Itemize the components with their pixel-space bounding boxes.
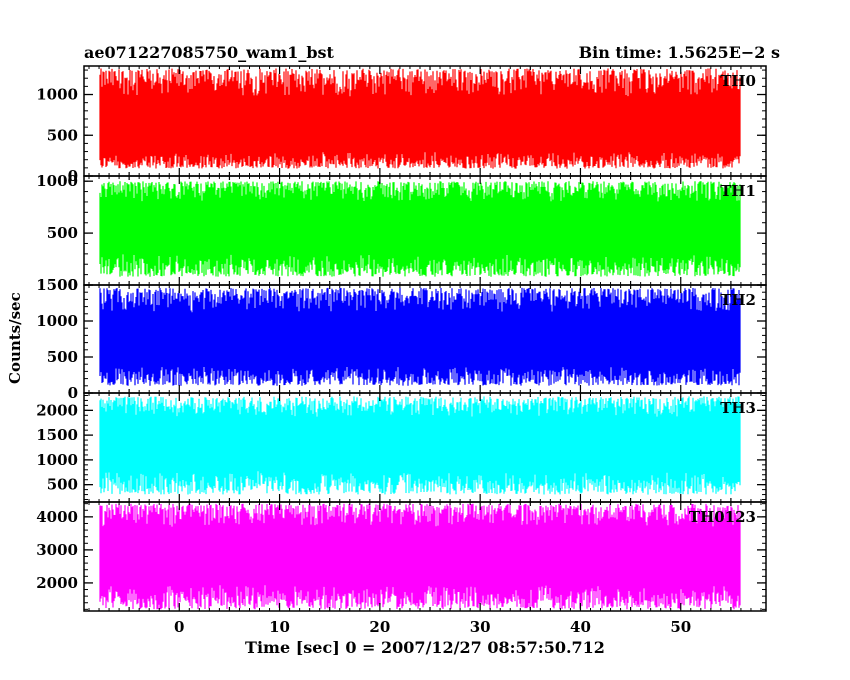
lightcurve-series-th1: [99, 181, 741, 277]
y-tick-label: 500: [47, 476, 78, 494]
lightcurve-series-th0123: [99, 503, 741, 610]
y-tick-label: 0: [68, 167, 78, 185]
y-tick-label: 0: [68, 276, 78, 294]
y-tick-label: 0: [68, 384, 78, 402]
y-tick-label: 3000: [36, 541, 78, 559]
y-tick-label: 1000: [36, 312, 78, 330]
lightcurve-series-th3: [99, 396, 741, 495]
y-tick-label: 500: [47, 224, 78, 242]
panel-label-th0: TH0: [720, 72, 756, 90]
y-tick-label: 4000: [36, 508, 78, 526]
y-tick-label: 2000: [36, 574, 78, 592]
chart-title-right: Bin time: 1.5625E−2 s: [578, 43, 780, 62]
chart-title-left: ae071227085750_wam1_bst: [84, 43, 334, 62]
x-tick-label: 40: [570, 618, 591, 636]
panel-label-th3: TH3: [720, 399, 756, 417]
x-tick-label: 30: [470, 618, 491, 636]
lightcurve-series-th0: [99, 68, 741, 169]
y-tick-label: 1000: [36, 451, 78, 469]
lightcurve-series-th2: [99, 287, 741, 386]
y-tick-label: 1000: [36, 172, 78, 190]
panel-label-th0123: TH0123: [689, 508, 756, 526]
x-tick-label: 0: [174, 618, 184, 636]
x-tick-label: 20: [369, 618, 390, 636]
y-tick-label: 1500: [36, 426, 78, 444]
x-axis-label: Time [sec] 0 = 2007/12/27 08:57:50.712: [245, 638, 605, 657]
y-tick-label: 1500: [36, 276, 78, 294]
y-tick-label: 2000: [36, 401, 78, 419]
y-tick-label: 500: [47, 348, 78, 366]
panel-label-th2: TH2: [720, 291, 756, 309]
x-tick-label: 50: [670, 618, 691, 636]
x-tick-label: 10: [269, 618, 290, 636]
y-tick-label: 1000: [36, 86, 78, 104]
panel-label-th1: TH1: [720, 182, 756, 200]
y-tick-label: 500: [47, 126, 78, 144]
